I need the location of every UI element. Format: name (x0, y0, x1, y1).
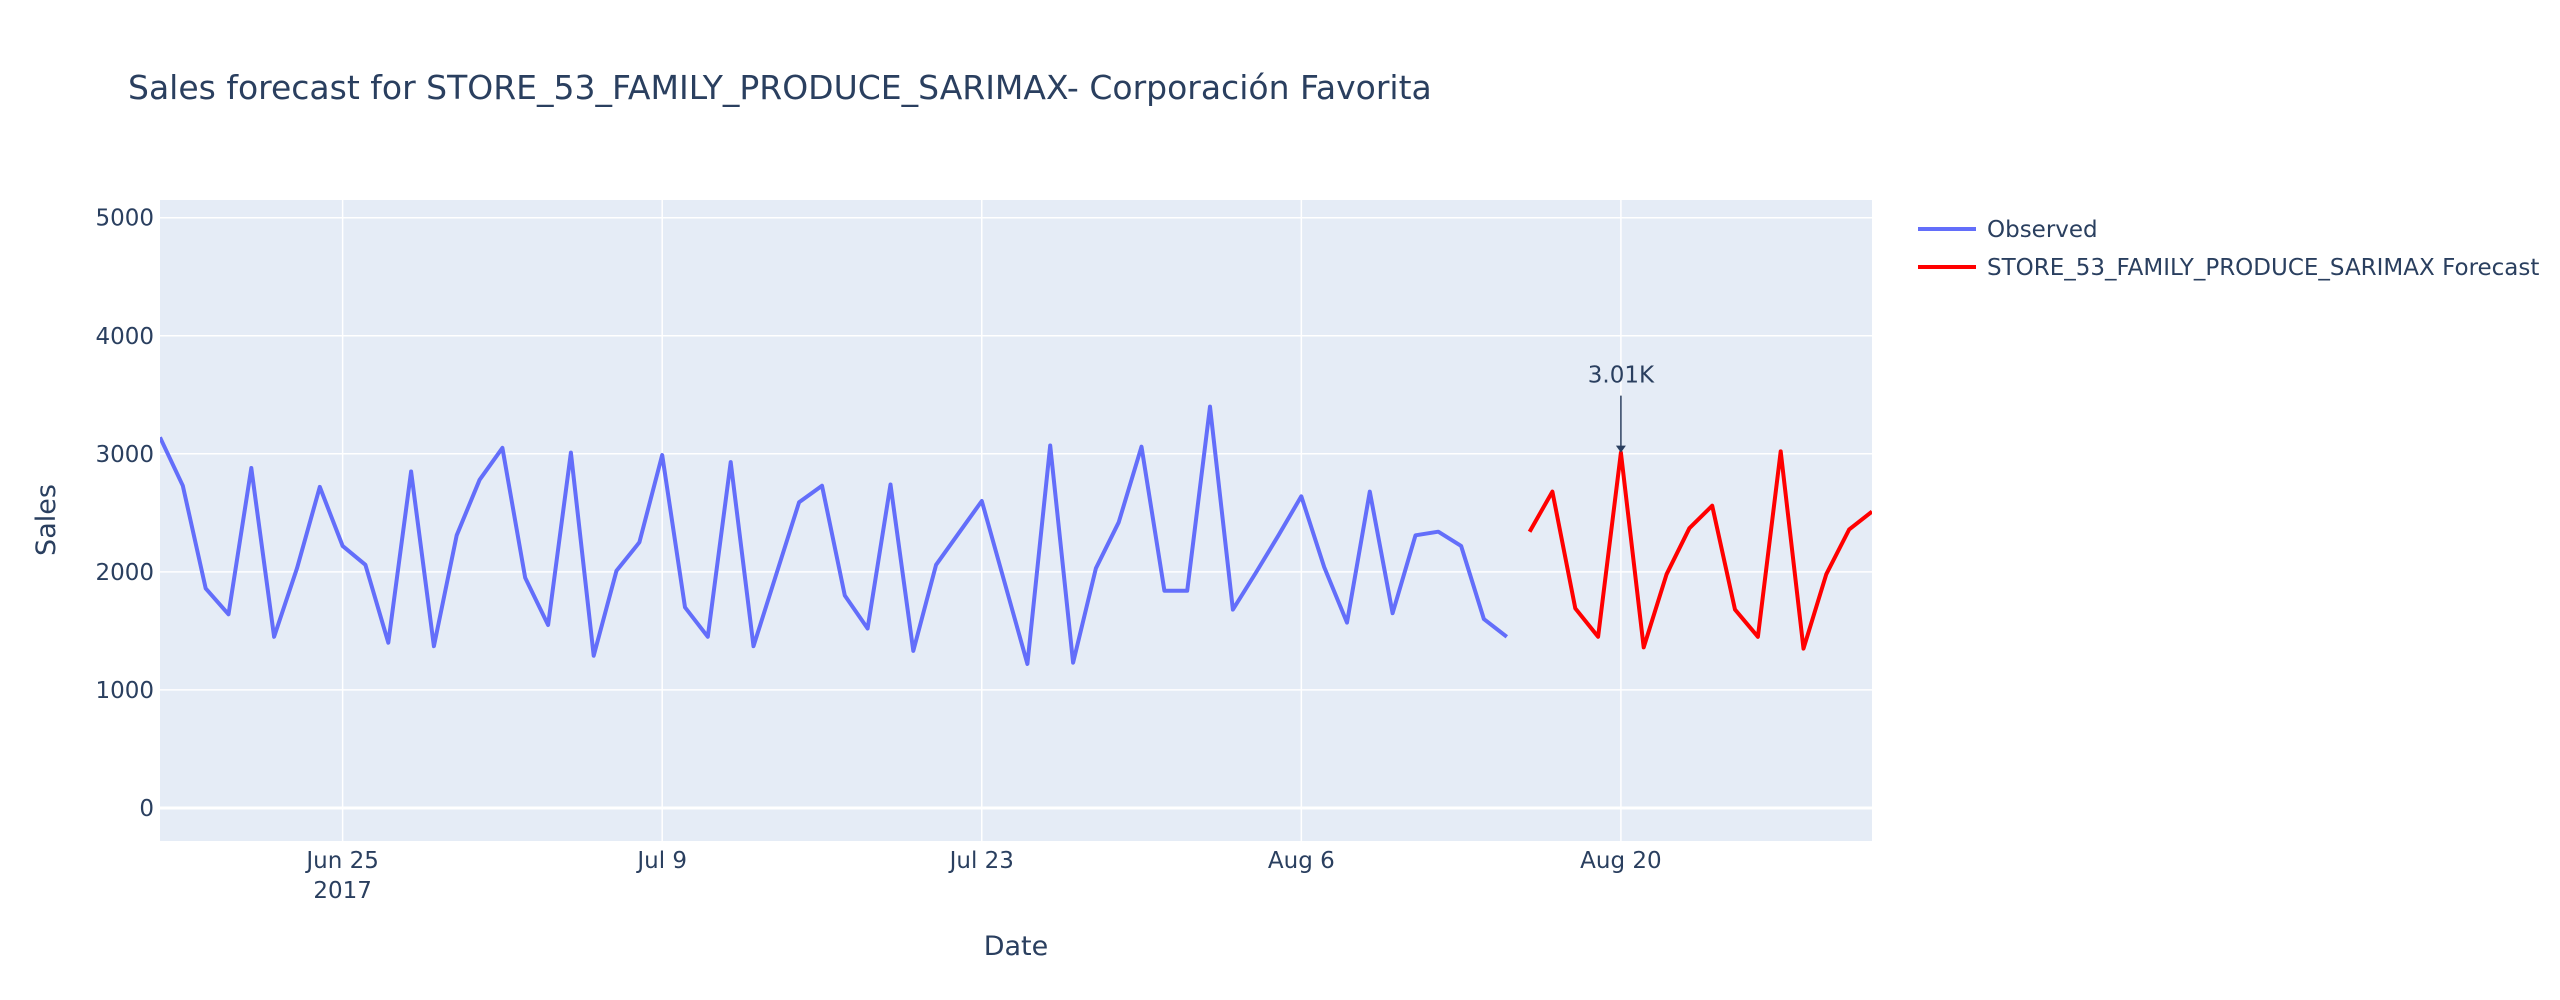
x-tick-sublabel: 2017 (313, 878, 372, 904)
plot-area (160, 200, 1872, 841)
legend: Observed STORE_53_FAMILY_PRODUCE_SARIMAX … (1918, 217, 2539, 281)
series-line-observed (160, 404, 1509, 666)
gridlines (160, 200, 1872, 841)
y-tick-label: 3000 (95, 442, 154, 468)
annotation-label: 3.01K (1588, 363, 1655, 389)
annotations: 3.01K (1588, 363, 1655, 453)
series-line-store-53-family-produce-sarimax-forecast (1527, 449, 1872, 651)
axis-ticks: 0 1000 2000 3000 4000 5000 Jun 25 2017 Jul 9 Jul … (95, 206, 1661, 904)
y-axis-title: Sales (31, 484, 62, 556)
x-tick-label: Aug 20 (1580, 848, 1662, 874)
x-tick-label: Jun 25 (304, 848, 379, 874)
y-tick-label: 4000 (95, 324, 154, 350)
series-lines (160, 404, 1872, 666)
annotation-arrowhead (1615, 445, 1626, 453)
y-tick-label: 1000 (95, 678, 154, 704)
legend-label: STORE_53_FAMILY_PRODUCE_SARIMAX Forecast (1987, 255, 2539, 281)
chart-title: Sales forecast for STORE_53_FAMILY_PRODU… (128, 68, 1432, 107)
x-tick-label: Jul 9 (635, 848, 687, 874)
y-tick-label: 0 (139, 796, 154, 822)
legend-label: Observed (1987, 217, 2098, 243)
x-axis-title: Date (984, 931, 1049, 962)
y-tick-label: 5000 (95, 206, 154, 232)
x-tick-label: Jul 23 (948, 848, 1014, 874)
y-tick-label: 2000 (95, 560, 154, 586)
x-tick-label: Aug 6 (1268, 848, 1335, 874)
